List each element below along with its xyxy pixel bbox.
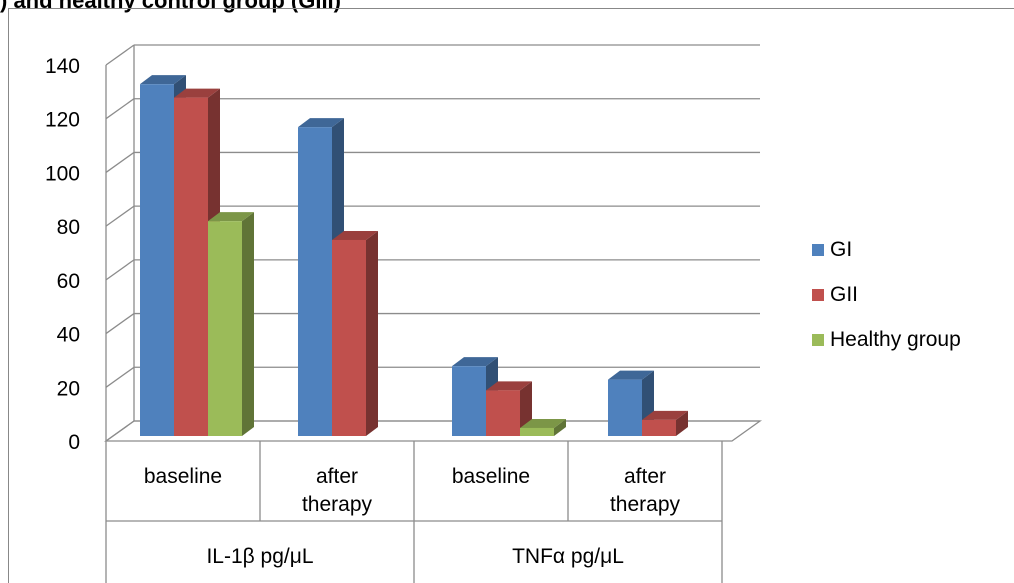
bar-top [174, 88, 220, 98]
legend-item-gii: GII [812, 283, 858, 307]
bar-side [242, 212, 254, 436]
gridline-diagonal [105, 259, 135, 281]
y-tick-label: 0 [68, 431, 80, 454]
gridline-diagonal [105, 366, 135, 388]
y-tick-label: 40 [57, 324, 80, 347]
gridline-diagonal [105, 44, 135, 66]
legend-swatch-gi [812, 244, 824, 256]
bar [520, 427, 554, 436]
y-tick-label: 120 [45, 109, 80, 132]
bar [208, 221, 242, 436]
gridline-diagonal [105, 151, 135, 173]
bar-side [554, 418, 566, 436]
legend-swatch-healthy-group [812, 334, 824, 346]
bar [642, 419, 676, 436]
category-label: after therapy [302, 465, 373, 516]
category-label: after therapy [610, 465, 681, 516]
legend-label-gi: GI [830, 238, 853, 261]
y-tick-label: 100 [45, 162, 80, 185]
category-label: baseline [144, 465, 222, 488]
category-label: baseline [452, 465, 530, 488]
bar-top [486, 381, 532, 391]
bar-top [642, 410, 688, 420]
bar-top [140, 75, 186, 85]
bar-top [208, 212, 254, 222]
bar-top [608, 370, 654, 380]
bar [608, 379, 642, 436]
gridline-diagonal [105, 205, 135, 227]
bar-top [452, 357, 498, 367]
floor [103, 420, 763, 442]
gridline-diagonal [105, 313, 135, 335]
y-tick-label: 80 [57, 216, 80, 239]
bar [486, 390, 520, 436]
legend-item-gi: GI [812, 238, 852, 262]
bar [298, 127, 332, 437]
bar [452, 366, 486, 436]
bar [174, 97, 208, 436]
legend-item-healthy-group: Healthy group [812, 328, 961, 352]
bar-side [366, 230, 378, 436]
y-tick-label: 140 [45, 55, 80, 78]
group-label: TNFα pg/μL [512, 545, 624, 568]
gridline-diagonal [105, 98, 135, 120]
bar-top [520, 418, 566, 428]
bar-top [298, 118, 344, 128]
bar-side [676, 410, 688, 436]
y-tick-label: 20 [57, 377, 80, 400]
y-tick-label: 60 [57, 270, 80, 293]
chart-title: ) and healthy control group (GIII) [0, 0, 341, 13]
group-label: IL-1β pg/μL [206, 545, 313, 568]
legend-swatch-gii [812, 289, 824, 301]
bar-top [332, 230, 378, 240]
bar [140, 84, 174, 437]
bar [332, 239, 366, 436]
legend-label-gii: GII [830, 283, 859, 306]
chart-border [8, 8, 1014, 583]
legend-label-healthy-group: Healthy group [830, 328, 961, 351]
